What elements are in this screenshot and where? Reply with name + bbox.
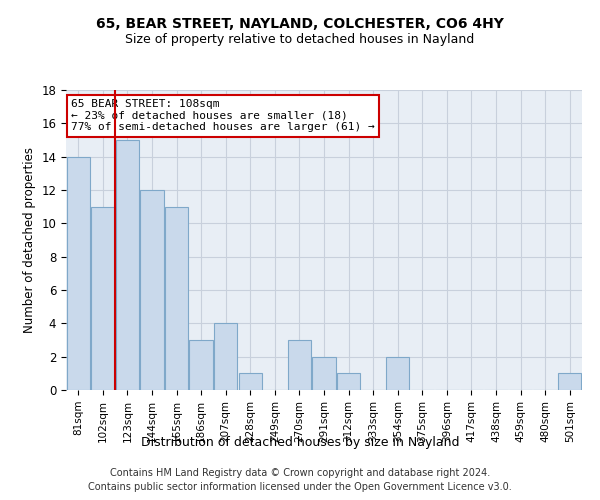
Bar: [140, 190, 164, 390]
Bar: [190, 340, 213, 390]
Bar: [165, 206, 188, 390]
Bar: [67, 156, 90, 390]
Y-axis label: Number of detached properties: Number of detached properties: [23, 147, 36, 333]
Text: Contains HM Land Registry data © Crown copyright and database right 2024.: Contains HM Land Registry data © Crown c…: [110, 468, 490, 477]
Bar: [288, 340, 311, 390]
Bar: [116, 140, 139, 390]
Bar: [386, 356, 409, 390]
Bar: [239, 374, 262, 390]
Bar: [91, 206, 115, 390]
Text: 65 BEAR STREET: 108sqm
← 23% of detached houses are smaller (18)
77% of semi-det: 65 BEAR STREET: 108sqm ← 23% of detached…: [71, 99, 375, 132]
Bar: [558, 374, 581, 390]
Text: Contains public sector information licensed under the Open Government Licence v3: Contains public sector information licen…: [88, 482, 512, 492]
Text: Distribution of detached houses by size in Nayland: Distribution of detached houses by size …: [141, 436, 459, 449]
Bar: [214, 324, 238, 390]
Text: 65, BEAR STREET, NAYLAND, COLCHESTER, CO6 4HY: 65, BEAR STREET, NAYLAND, COLCHESTER, CO…: [96, 18, 504, 32]
Bar: [313, 356, 335, 390]
Bar: [337, 374, 360, 390]
Text: Size of property relative to detached houses in Nayland: Size of property relative to detached ho…: [125, 32, 475, 46]
